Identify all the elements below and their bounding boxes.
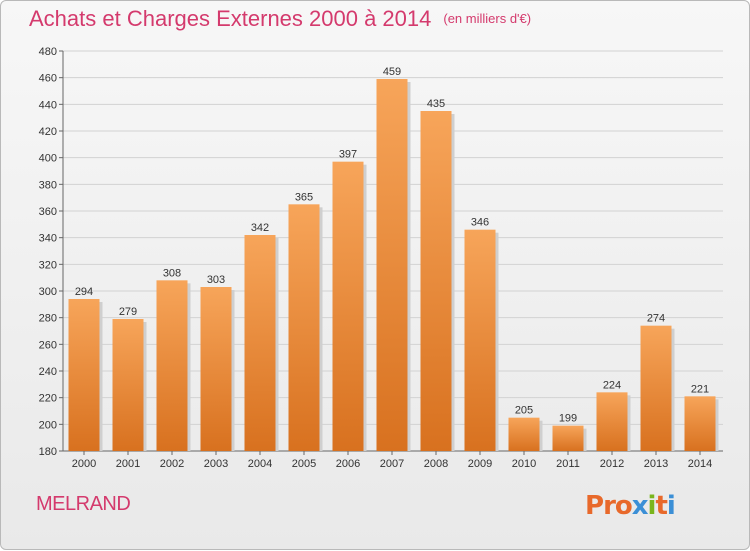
bars: 294 279 308 303 342 365 397 459 435 346 205 199 224 2… xyxy=(68,66,719,451)
x-tick-label: 2011 xyxy=(556,458,580,470)
bar xyxy=(288,204,320,451)
bar-value-label: 205 xyxy=(515,405,533,417)
bar xyxy=(640,325,672,451)
bar xyxy=(156,280,188,451)
bar-value-label: 199 xyxy=(559,413,577,425)
y-tick-label: 200 xyxy=(39,419,57,431)
bar xyxy=(200,287,232,451)
bar-value-label: 346 xyxy=(471,217,489,229)
title-text: Achats et Charges Externes 2000 à 2014 xyxy=(29,6,432,31)
y-tick-label: 280 xyxy=(39,313,57,325)
logo-letter: o xyxy=(614,491,633,521)
bar xyxy=(596,392,628,451)
x-tick-label: 2009 xyxy=(468,458,492,470)
x-tick-label: 2005 xyxy=(292,458,316,470)
proxiti-logo[interactable]: Proxiti xyxy=(585,491,676,521)
bar xyxy=(552,425,584,451)
bar-value-label: 221 xyxy=(691,383,709,395)
logo-letter: t xyxy=(655,491,667,521)
chart-title: Achats et Charges Externes 2000 à 2014 (e… xyxy=(29,6,531,32)
bar-value-label: 224 xyxy=(603,379,621,391)
y-tick-label: 320 xyxy=(39,259,57,271)
y-tick-label: 220 xyxy=(39,393,57,405)
y-tick-label: 480 xyxy=(39,46,57,58)
bar xyxy=(684,396,716,451)
bar xyxy=(332,161,364,451)
x-tick-label: 2008 xyxy=(424,458,448,470)
logo-letter: x xyxy=(631,491,649,521)
bar xyxy=(376,79,408,451)
x-tick-label: 2012 xyxy=(600,458,624,470)
bar-value-label: 397 xyxy=(339,149,357,161)
x-tick-label: 2001 xyxy=(116,458,140,470)
bar xyxy=(112,319,144,451)
logo-letter: r xyxy=(603,491,616,521)
bar xyxy=(508,417,540,451)
bar-value-label: 279 xyxy=(119,306,137,318)
commune-name: MELRAND xyxy=(36,493,131,515)
logo-letter: i xyxy=(666,491,676,521)
logo-letter: i xyxy=(647,491,657,521)
y-tick-label: 380 xyxy=(39,179,57,191)
bar-value-label: 303 xyxy=(207,274,225,286)
y-tick-label: 240 xyxy=(39,366,57,378)
x-tick-label: 2003 xyxy=(204,458,228,470)
x-tick-label: 2004 xyxy=(248,458,272,470)
bar-value-label: 274 xyxy=(647,313,665,325)
bar xyxy=(244,235,276,451)
x-tick-label: 2013 xyxy=(644,458,668,470)
y-tick-label: 360 xyxy=(39,206,57,218)
y-tick-label: 180 xyxy=(39,446,57,458)
x-tick-label: 2000 xyxy=(72,458,96,470)
y-tick-label: 440 xyxy=(39,99,57,111)
bar xyxy=(420,111,452,451)
axes: 180 200 220 240 260 280 300 320 340 360 380 400 420 4… xyxy=(39,46,723,470)
x-tick-label: 2006 xyxy=(336,458,360,470)
bar-value-label: 342 xyxy=(251,222,269,234)
y-tick-label: 260 xyxy=(39,339,57,351)
bar-value-label: 459 xyxy=(383,66,401,78)
bar-value-label: 294 xyxy=(75,286,93,298)
y-tick-label: 460 xyxy=(39,73,57,85)
x-tick-label: 2010 xyxy=(512,458,536,470)
y-tick-label: 340 xyxy=(39,233,57,245)
x-tick-label: 2002 xyxy=(160,458,184,470)
y-tick-label: 420 xyxy=(39,126,57,138)
bar xyxy=(68,299,100,451)
y-tick-label: 300 xyxy=(39,286,57,298)
x-tick-label: 2014 xyxy=(688,458,712,470)
bar-value-label: 435 xyxy=(427,98,445,110)
bar-value-label: 365 xyxy=(295,191,313,203)
logo-letter: P xyxy=(585,491,604,521)
x-tick-label: 2007 xyxy=(380,458,404,470)
bar-value-label: 308 xyxy=(163,267,181,279)
title-unit: (en milliers d'€) xyxy=(443,11,532,26)
y-tick-label: 400 xyxy=(39,153,57,165)
bar xyxy=(464,229,496,451)
